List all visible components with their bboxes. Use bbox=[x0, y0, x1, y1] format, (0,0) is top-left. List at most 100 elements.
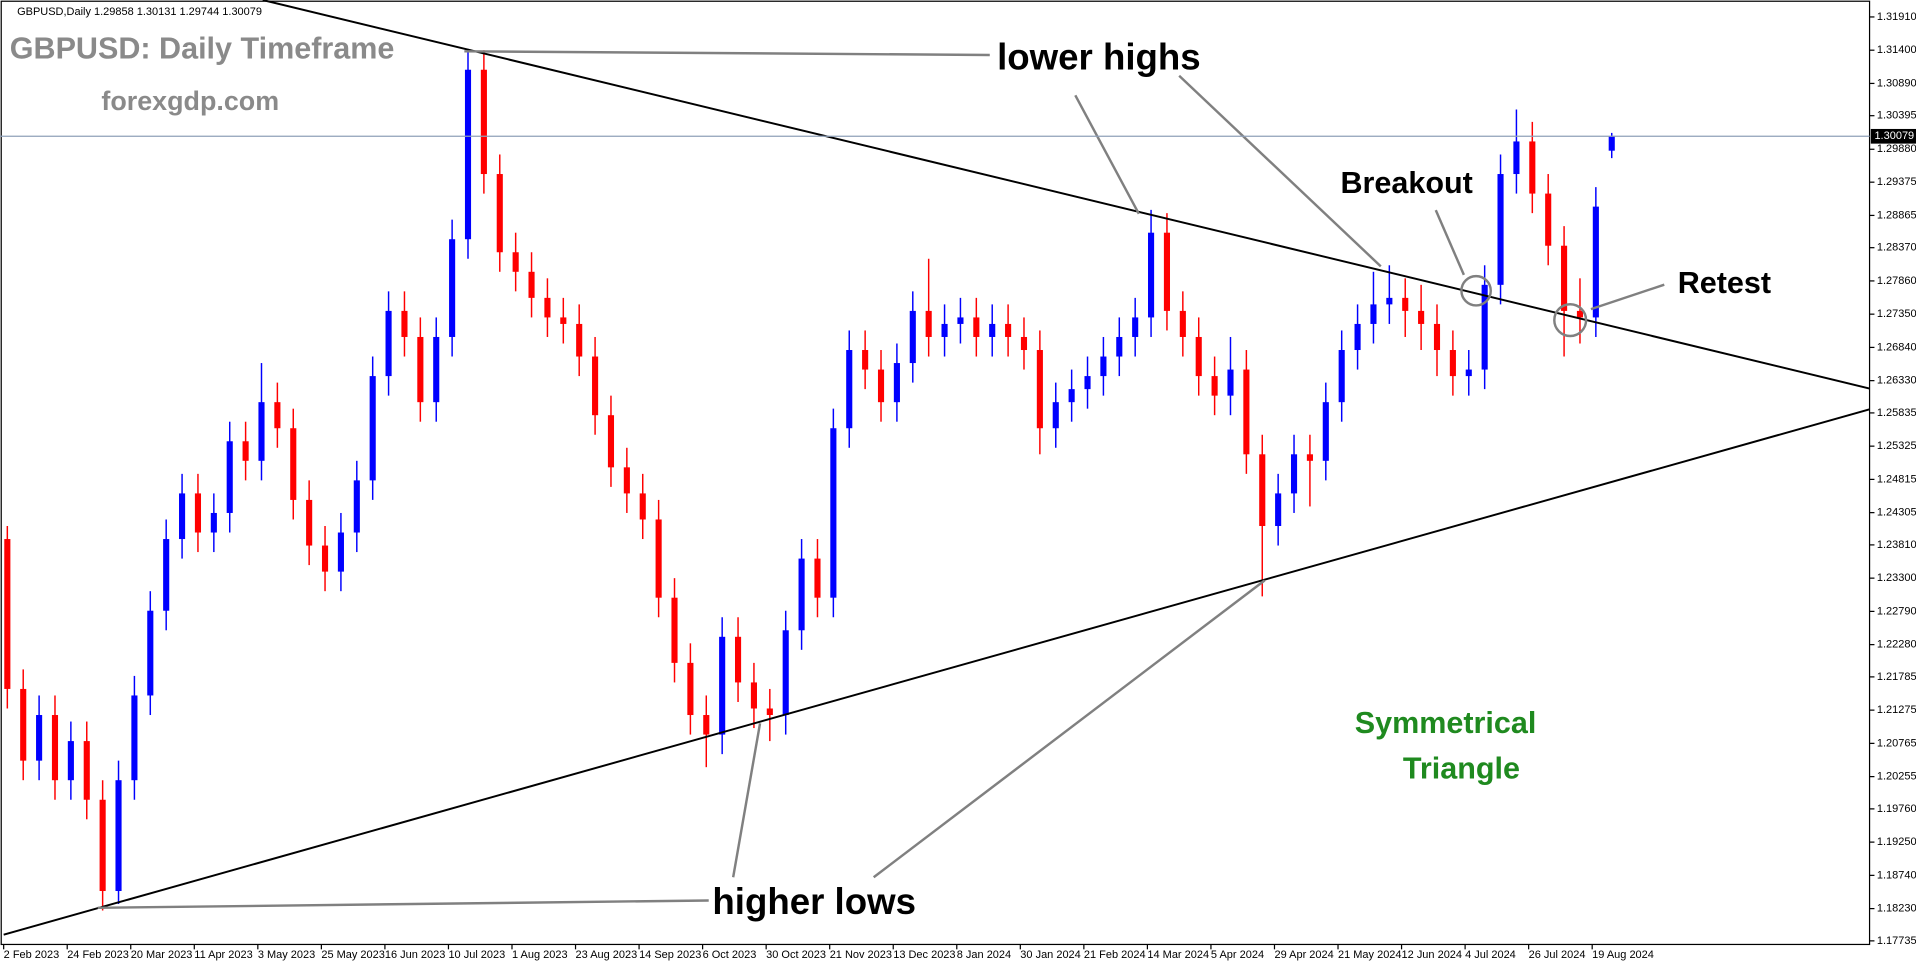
candle-body bbox=[576, 323, 583, 357]
candle-body bbox=[877, 369, 885, 403]
retest-circle bbox=[1553, 303, 1588, 338]
candle-body bbox=[592, 356, 599, 416]
chart-subtitle: forexgdp.com bbox=[101, 86, 279, 116]
candle-body bbox=[719, 636, 726, 735]
current-price-box bbox=[1870, 128, 1916, 144]
pointer-line bbox=[872, 579, 1266, 879]
candle-body bbox=[369, 376, 376, 481]
candle-body bbox=[321, 545, 329, 572]
x-tick-label: 1 Aug 2023 bbox=[512, 949, 568, 961]
candle-body bbox=[1275, 493, 1282, 526]
candle-body bbox=[909, 310, 916, 364]
x-tick-label: 5 Apr 2024 bbox=[1211, 949, 1264, 961]
x-tick-label: 20 Mar 2023 bbox=[131, 949, 193, 961]
candle-body bbox=[1211, 376, 1218, 396]
x-tick-label: 13 Dec 2023 bbox=[893, 949, 955, 961]
candle-body bbox=[1465, 369, 1472, 377]
pointer-line bbox=[1590, 283, 1665, 311]
plot-frame bbox=[0, 0, 1871, 946]
x-tick-label: 30 Jan 2024 bbox=[1020, 949, 1080, 961]
y-tick-label: 1.25325 bbox=[1877, 440, 1916, 452]
candle-body bbox=[242, 441, 249, 461]
lower-trendline bbox=[3, 408, 1870, 936]
candle-body bbox=[480, 69, 487, 175]
candle-body bbox=[862, 350, 869, 370]
candle-body bbox=[639, 493, 646, 520]
candle-body bbox=[385, 310, 392, 377]
candle-body bbox=[464, 69, 472, 240]
candle-body bbox=[989, 323, 996, 337]
candle-body bbox=[1290, 454, 1298, 494]
candle-body bbox=[941, 323, 948, 337]
chart-title: GBPUSD: Daily Timeframe bbox=[10, 32, 395, 66]
x-tick-label: 4 Jul 2024 bbox=[1465, 949, 1516, 961]
candle-body bbox=[210, 512, 217, 533]
candle-body bbox=[401, 310, 408, 337]
y-tick-label: 1.23300 bbox=[1877, 572, 1916, 584]
candle-body bbox=[51, 715, 59, 781]
annotation: Triangle bbox=[1403, 751, 1520, 785]
annotation: Retest bbox=[1678, 266, 1771, 300]
candle-body bbox=[83, 741, 90, 800]
candle-body bbox=[337, 532, 344, 572]
candle-body bbox=[957, 317, 964, 324]
candle-body bbox=[1306, 454, 1313, 461]
candle-body bbox=[544, 297, 551, 318]
y-tick-label: 1.21785 bbox=[1877, 671, 1916, 683]
pointer-line bbox=[1178, 74, 1382, 268]
candle-body bbox=[703, 715, 710, 735]
candle-body bbox=[1100, 356, 1107, 377]
x-tick-label: 21 May 2024 bbox=[1338, 949, 1402, 961]
annotation: Symmetrical bbox=[1355, 706, 1537, 740]
y-tick-label: 1.26840 bbox=[1877, 341, 1916, 353]
candle-body bbox=[4, 539, 11, 689]
candle-body bbox=[846, 350, 853, 429]
upper-trendline bbox=[262, 0, 1870, 390]
candle-body bbox=[417, 336, 424, 403]
y-tick-label: 1.23810 bbox=[1877, 539, 1916, 551]
candle-body bbox=[353, 480, 360, 533]
candle-body bbox=[1370, 304, 1377, 324]
y-tick-label: 1.28370 bbox=[1877, 242, 1916, 254]
candle-body bbox=[67, 741, 74, 781]
candle-body bbox=[99, 799, 106, 892]
candle-body bbox=[893, 363, 900, 403]
y-tick-label: 1.25835 bbox=[1877, 407, 1916, 419]
candle-body bbox=[1338, 350, 1345, 403]
y-tick-label: 1.27860 bbox=[1877, 275, 1916, 287]
candle-body bbox=[20, 688, 27, 761]
candle-body bbox=[512, 252, 519, 272]
candle-body bbox=[226, 441, 233, 513]
candle-body bbox=[1259, 454, 1266, 526]
candle-body bbox=[1592, 206, 1599, 318]
candle-body bbox=[814, 558, 821, 598]
x-tick-label: 19 Aug 2024 bbox=[1592, 949, 1654, 961]
candle-body bbox=[1195, 336, 1202, 377]
candle-body bbox=[1068, 389, 1075, 403]
y-tick-label: 1.19250 bbox=[1877, 836, 1916, 848]
y-tick-label: 1.20765 bbox=[1877, 737, 1916, 749]
pointer-line bbox=[1434, 209, 1466, 276]
candles bbox=[4, 48, 1615, 911]
candle-body bbox=[163, 539, 170, 611]
candle-body bbox=[671, 597, 678, 663]
candle-body bbox=[36, 715, 43, 761]
candle-body bbox=[1227, 369, 1234, 396]
candle-body bbox=[258, 402, 265, 461]
candle-body bbox=[496, 174, 503, 253]
y-tick-label: 1.31910 bbox=[1877, 11, 1916, 23]
candle-body bbox=[1402, 297, 1409, 311]
pointer-line bbox=[464, 50, 990, 57]
x-tick-label: 12 Jun 2024 bbox=[1402, 949, 1462, 961]
candle-body bbox=[528, 271, 535, 298]
x-tick-label: 11 Apr 2023 bbox=[194, 949, 252, 961]
candle-body bbox=[1322, 402, 1329, 461]
x-tick-label: 21 Feb 2024 bbox=[1084, 949, 1146, 961]
candle-body bbox=[1354, 323, 1361, 351]
y-tick-label: 1.24815 bbox=[1877, 473, 1916, 485]
candle-body bbox=[1561, 245, 1568, 311]
y-tick-label: 1.22790 bbox=[1877, 605, 1916, 617]
x-tick-label: 25 May 2023 bbox=[321, 949, 385, 961]
